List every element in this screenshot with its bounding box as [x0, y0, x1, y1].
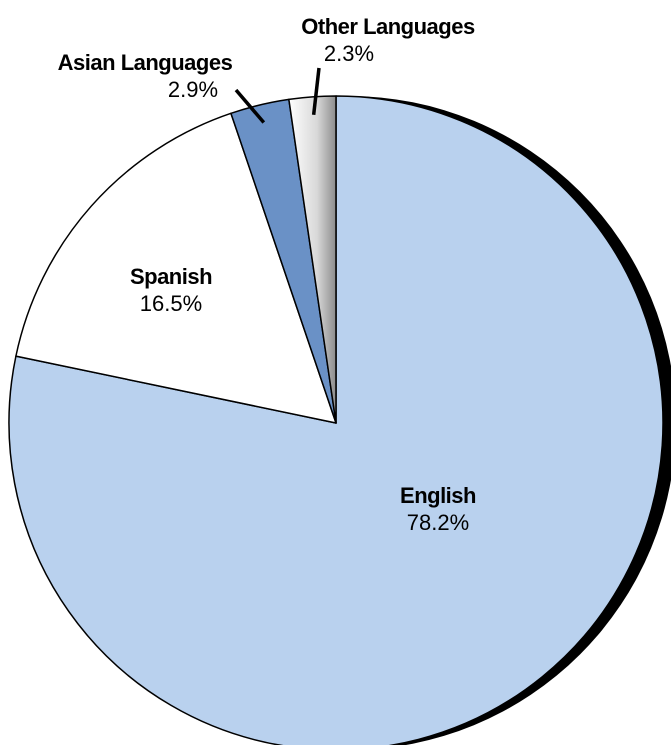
leaders-layer — [234, 67, 321, 124]
label-spanish-value: 16.5% — [140, 291, 202, 316]
label-other-value: 2.3% — [324, 41, 374, 66]
leader-asian-languages — [234, 88, 266, 124]
slices-layer — [8, 95, 664, 745]
label-english-value: 78.2% — [407, 510, 469, 535]
label-asian-name: Asian Languages — [58, 50, 233, 75]
slice-other-languages — [288, 95, 337, 424]
label-english-name: English — [400, 483, 476, 508]
label-spanish-name: Spanish — [130, 264, 212, 289]
label-asian-value: 2.9% — [168, 77, 218, 102]
label-other-name: Other Languages — [301, 14, 475, 39]
leader-other-languages — [311, 67, 321, 116]
slice-spanish — [15, 112, 337, 424]
